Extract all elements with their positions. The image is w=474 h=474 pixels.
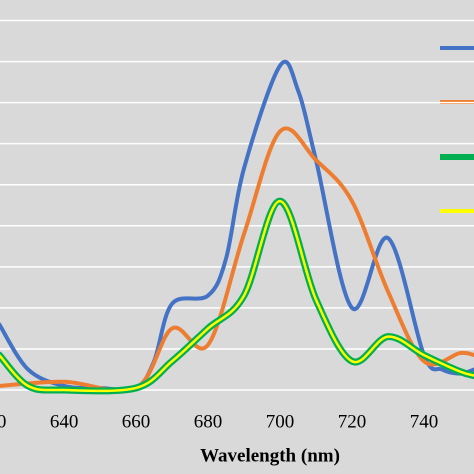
x-tick-label: 680 [194,411,223,432]
x-tick-label: 740 [410,411,439,432]
x-tick-label: 640 [50,411,79,432]
series-line [0,199,474,393]
legend [440,46,474,213]
x-tick-label: 700 [266,411,295,432]
x-tick-label: 620 [0,411,6,432]
x-tick-label: 720 [338,411,367,432]
series-line [0,197,474,395]
x-tick-label: 660 [122,411,151,432]
x-axis-title: Wavelength (nm) [200,445,340,466]
series-line [0,126,474,393]
